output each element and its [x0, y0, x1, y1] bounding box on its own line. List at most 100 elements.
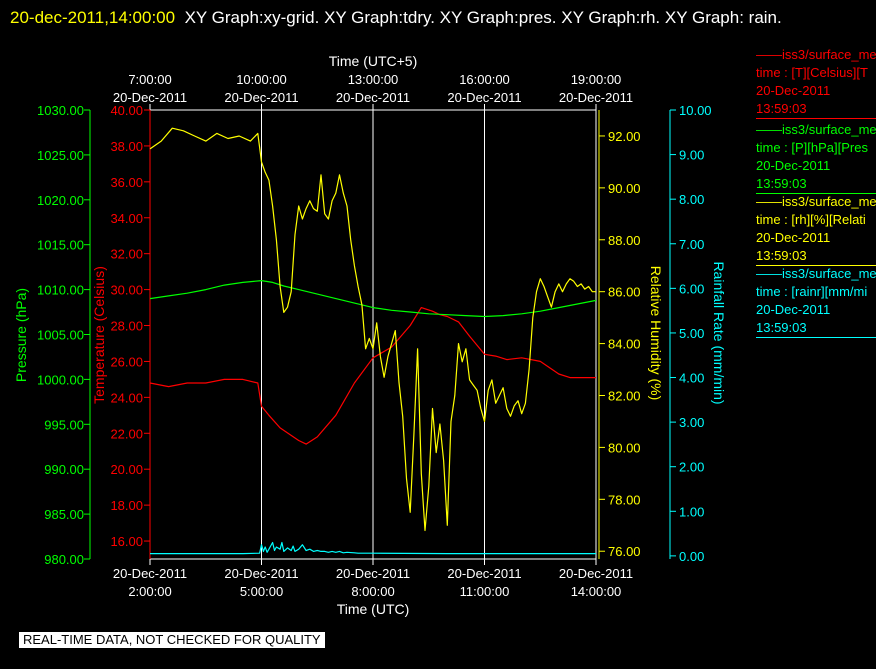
humidity-tick-label: 90.00	[608, 181, 641, 196]
humidity-tick-label: 84.00	[608, 337, 641, 352]
legend-pressure: ——iss3/surface_met time : [P][hPa][Pres …	[756, 121, 876, 194]
humidity-tick-label: 78.00	[608, 492, 641, 507]
temperature-tick-label: 24.00	[110, 390, 143, 405]
x-bottom-tick-time: 14:00:00	[571, 584, 622, 599]
humidity-series-line	[149, 127, 596, 532]
humidity-tick-label: 76.00	[608, 544, 641, 559]
humidity-tick-label: 82.00	[608, 388, 641, 403]
top-axis-label: Time (UTC+5)	[329, 53, 418, 69]
x-top-tick-date: 20-Dec-2011	[336, 90, 410, 105]
humidity-tick-label: 86.00	[608, 285, 641, 300]
x-bottom-tick-date: 20-Dec-2011	[113, 566, 187, 581]
rain-tick-label: 2.00	[679, 460, 704, 475]
title-timestamp: 20-dec-2011,14:00:00	[10, 8, 176, 27]
rain-tick-label: 10.00	[679, 103, 712, 118]
rain-tick-label: 0.00	[679, 549, 704, 564]
x-top-tick-time: 19:00:00	[571, 72, 622, 87]
temperature-tick-label: 32.00	[110, 247, 143, 262]
pressure-tick-label: 1015.00	[37, 238, 84, 253]
x-bottom-tick-date: 20-Dec-2011	[559, 566, 633, 581]
legend-time: 13:59:03	[756, 248, 807, 263]
legend-series-name: ——iss3/surface_met	[756, 266, 876, 281]
temperature-tick-label: 40.00	[110, 103, 143, 118]
pressure-axis-label: Pressure (hPa)	[13, 288, 29, 382]
x-bottom-tick-time: 8:00:00	[351, 584, 394, 599]
pressure-series-line	[149, 280, 597, 318]
rain-tick-label: 6.00	[679, 281, 704, 296]
humidity-tick-label: 92.00	[608, 129, 641, 144]
rain-series-line	[150, 541, 596, 555]
legend-time: 13:59:03	[756, 101, 807, 116]
legend-series-name: ——iss3/surface_met	[756, 194, 876, 209]
pressure-tick-label: 1000.00	[37, 372, 84, 387]
humidity-tick-label: 88.00	[608, 233, 641, 248]
x-bottom-tick-time: 11:00:00	[460, 584, 510, 599]
rain-tick-label: 7.00	[679, 237, 704, 252]
legend-field: time : [T][Celsius][T	[756, 65, 868, 80]
x-top-tick-date: 20-Dec-2011	[559, 90, 633, 105]
vertical-gridlines	[261, 110, 485, 559]
legend-date: 20-Dec-2011	[756, 83, 831, 98]
x-top-tick-time: 16:00:00	[459, 72, 510, 87]
legend-time: 13:59:03	[756, 320, 807, 335]
rain-tick-label: 5.00	[679, 326, 704, 341]
title-graph-list: XY Graph:xy-grid. XY Graph:tdry. XY Grap…	[184, 8, 782, 27]
humidity-axis-label: Relative Humidity (%)	[648, 266, 664, 401]
pressure-tick-label: 990.00	[44, 462, 84, 477]
legend-series-name: ——iss3/surface_met	[756, 47, 876, 62]
graph-title: 20-dec-2011,14:00:00 XY Graph:xy-grid. X…	[10, 2, 860, 33]
rain-tick-label: 1.00	[679, 504, 704, 519]
legend-humidity: ——iss3/surface_met time : [rh][%][Relati…	[756, 193, 876, 266]
axis-ticks: 20-Dec-2011 2:00:00 20-Dec-2011 5:00:00 20-D…	[37, 72, 712, 599]
legend-rain: ——iss3/surface_met time : [rainr][mm/mi …	[756, 265, 876, 338]
legend-field: time : [rainr][mm/mi	[756, 284, 868, 299]
temperature-tick-label: 16.00	[110, 534, 143, 549]
temperature-tick-label: 18.00	[110, 498, 143, 513]
legend-date: 20-Dec-2011	[756, 302, 831, 317]
legend-field: time : [rh][%][Relati	[756, 212, 866, 227]
temperature-tick-label: 30.00	[110, 283, 143, 298]
x-bottom-tick-time: 5:00:00	[240, 584, 283, 599]
x-bottom-tick-date: 20-Dec-2011	[224, 566, 298, 581]
x-bottom-tick-time: 2:00:00	[128, 584, 171, 599]
rain-tick-label: 9.00	[679, 148, 704, 163]
legend-time: 13:59:03	[756, 176, 807, 191]
temperature-tick-label: 36.00	[110, 175, 143, 190]
temperature-tick-label: 28.00	[110, 319, 143, 334]
pressure-tick-label: 1010.00	[37, 283, 84, 298]
legend-date: 20-Dec-2011	[756, 158, 831, 173]
rain-tick-label: 8.00	[679, 192, 704, 207]
temperature-tick-label: 34.00	[110, 211, 143, 226]
x-top-tick-date: 20-Dec-2011	[113, 90, 187, 105]
temperature-series-line	[149, 307, 596, 445]
temperature-axis-label: Temperature (Celsius)	[91, 266, 107, 404]
rain-tick-label: 3.00	[679, 415, 704, 430]
pressure-tick-label: 1030.00	[37, 103, 84, 118]
pressure-tick-label: 985.00	[44, 507, 84, 522]
legend-series-name: ——iss3/surface_met	[756, 122, 876, 137]
legend-temperature: ——iss3/surface_met time : [T][Celsius][T…	[756, 46, 876, 119]
x-top-tick-time: 13:00:00	[348, 72, 399, 87]
pressure-tick-label: 995.00	[44, 417, 84, 432]
x-bottom-tick-date: 20-Dec-2011	[447, 566, 521, 581]
pressure-tick-label: 980.00	[44, 552, 84, 567]
rain-axis-label: Rainfall Rate (mm/min)	[711, 261, 727, 404]
temperature-tick-label: 38.00	[110, 139, 143, 154]
temperature-tick-label: 22.00	[110, 426, 143, 441]
x-top-tick-date: 20-Dec-2011	[447, 90, 521, 105]
temperature-tick-label: 26.00	[110, 354, 143, 369]
legend-field: time : [P][hPa][Pres	[756, 140, 868, 155]
x-top-tick-date: 20-Dec-2011	[224, 90, 298, 105]
rain-tick-label: 4.00	[679, 371, 704, 386]
pressure-tick-label: 1025.00	[37, 148, 84, 163]
bottom-axis-label: Time (UTC)	[337, 601, 410, 617]
pressure-tick-label: 1020.00	[37, 193, 84, 208]
quality-notice: REAL-TIME DATA, NOT CHECKED FOR QUALITY	[19, 632, 325, 648]
series-lines	[149, 127, 597, 555]
humidity-tick-label: 80.00	[608, 440, 641, 455]
x-bottom-tick-date: 20-Dec-2011	[336, 566, 410, 581]
pressure-tick-label: 1005.00	[37, 328, 84, 343]
temperature-tick-label: 20.00	[110, 462, 143, 477]
x-top-tick-time: 10:00:00	[236, 72, 287, 87]
